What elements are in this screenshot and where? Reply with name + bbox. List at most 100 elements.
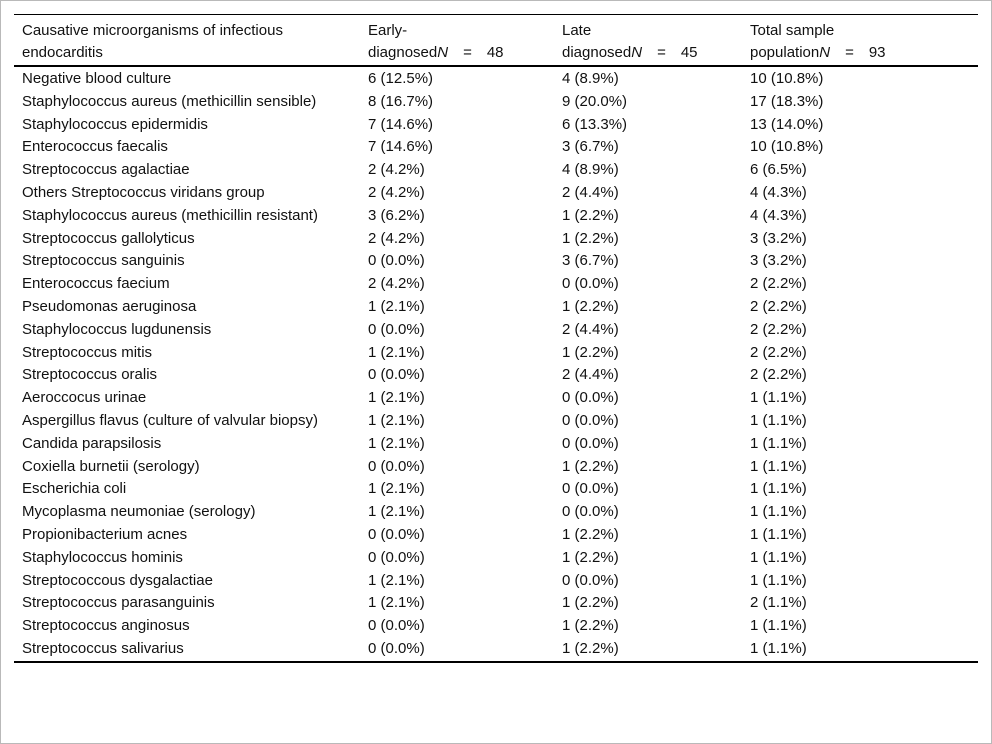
header-early-n-value: 48 [486,44,504,61]
late-diagnosed-cell: 0 (0.0%) [562,480,619,498]
table-row: Streptococcus oralis 0 (0.0%) 2 (4.4%) 2 (2… [14,364,978,387]
late-diagnosed-cell: 0 (0.0%) [562,503,619,521]
header-late-diagnosed: Late diagnosedN = 45 [562,14,750,67]
organism-cell: Staphylococcus epidermidis [22,115,208,133]
organism-cell: Streptococcus anginosus [22,617,190,635]
late-diagnosed-cell: 4 (8.9%) [562,70,619,87]
early-diagnosed-cell: 2 (4.2%) [368,161,425,179]
organism-cell: Enterococcus faecalis [22,138,168,156]
late-diagnosed-cell: 1 (2.2%) [562,343,619,361]
total-population-cell: 2 (2.2%) [750,343,807,361]
header-causative-label: Causative microorganisms of infectious e… [22,22,283,61]
table-row: Coxiella burnetii (serology) 0 (0.0%) 1 (2… [14,456,978,479]
total-population-cell: 1 (1.1%) [750,548,807,566]
late-diagnosed-cell: 2 (4.4%) [562,183,619,201]
organism-cell: Staphylococcus aureus (methicillin resis… [22,206,318,224]
total-population-cell: 2 (2.2%) [750,320,807,338]
organism-cell: Aspergillus flavus (culture of valvular … [22,411,318,429]
header-early-label: diagnosed [368,44,438,61]
early-diagnosed-cell: 7 (14.6%) [368,115,434,133]
late-diagnosed-cell: 0 (0.0%) [562,434,619,452]
late-diagnosed-cell: 9 (20.0%) [562,92,628,110]
header-late-equals: = [657,44,666,61]
late-diagnosed-cell: 0 (0.0%) [562,571,619,589]
table-row: Streptococcus sanguinis 0 (0.0%) 3 (6.7%) 3… [14,250,978,273]
late-diagnosed-cell: 0 (0.0%) [562,275,619,293]
total-population-cell: 1 (1.1%) [750,617,807,635]
early-diagnosed-cell: 1 (2.1%) [368,343,425,361]
early-diagnosed-cell: 3 (6.2%) [368,206,425,224]
early-diagnosed-cell: 1 (2.1%) [368,594,425,612]
total-population-cell: 3 (3.2%) [750,229,807,247]
total-population-cell: 4 (4.3%) [750,183,807,201]
late-diagnosed-cell: 3 (6.7%) [562,252,619,270]
organism-cell: Coxiella burnetii (serology) [22,457,200,475]
total-population-cell: 1 (1.1%) [750,411,807,429]
early-diagnosed-cell: 0 (0.0%) [368,617,425,635]
total-population-cell: 2 (2.2%) [750,275,807,293]
table-row: Candida parapsilosis 1 (2.1%) 0 (0.0%) 1 (1… [14,433,978,456]
total-population-cell: 1 (1.1%) [750,434,807,452]
late-diagnosed-cell: 1 (2.2%) [562,206,619,224]
early-diagnosed-cell: 1 (2.1%) [368,480,425,498]
organism-cell: Pseudomonas aeruginosa [22,297,197,315]
early-diagnosed-cell: 1 (2.1%) [368,389,425,407]
total-population-cell: 2 (1.1%) [750,594,807,612]
table-row: Streptococcus mitis 1 (2.1%) 1 (2.2%) 2 (2.… [14,342,978,365]
header-total-equals: = [845,44,854,61]
organism-cell: Others Streptococcus viridans group [22,183,265,201]
organism-cell: Staphylococcus lugdunensis [22,320,212,338]
late-diagnosed-cell: 1 (2.2%) [562,525,619,543]
header-late-n-value: 45 [680,44,698,61]
table-body: Negative blood culture 6 (12.5%) 4 (8.9%) 1… [14,66,978,662]
header-total-n-symbol: N [819,44,831,61]
header-causative-microorganisms: Causative microorganisms of infectious e… [14,14,368,67]
organism-cell: Mycoplasma neumoniae (serology) [22,503,256,521]
total-population-cell: 10 (10.8%) [750,138,824,156]
table-row: Others Streptococcus viridans group 2 (4.… [14,182,978,205]
organism-cell: Propionibacterium acnes [22,525,188,543]
table-row: Staphylococcus aureus (methicillin sensi… [14,91,978,114]
total-population-cell: 2 (2.2%) [750,366,807,384]
early-diagnosed-cell: 1 (2.1%) [368,411,425,429]
organism-cell: Aeroccocus urinae [22,389,147,407]
early-diagnosed-cell: 8 (16.7%) [368,92,434,110]
table-row: Staphylococcus aureus (methicillin resis… [14,205,978,228]
early-diagnosed-cell: 0 (0.0%) [368,457,425,475]
late-diagnosed-cell: 0 (0.0%) [562,411,619,429]
table-row: Escherichia coli 1 (2.1%) 0 (0.0%) 1 (1.1%) [14,478,978,501]
header-row: Causative microorganisms of infectious e… [14,14,978,67]
late-diagnosed-cell: 0 (0.0%) [562,389,619,407]
total-population-cell: 17 (18.3%) [750,92,824,110]
table-row: Aeroccocus urinae 1 (2.1%) 0 (0.0%) 1 (1.1%… [14,387,978,410]
early-diagnosed-cell: 7 (14.6%) [368,138,434,156]
organism-cell: Candida parapsilosis [22,434,162,452]
microorganisms-table: Causative microorganisms of infectious e… [14,14,978,663]
late-diagnosed-cell: 1 (2.2%) [562,594,619,612]
header-late-label: diagnosed [562,44,632,61]
late-diagnosed-cell: 1 (2.2%) [562,617,619,635]
total-population-cell: 3 (3.2%) [750,252,807,270]
organism-cell: Staphylococcus aureus (methicillin sensi… [22,92,317,110]
late-diagnosed-cell: 1 (2.2%) [562,548,619,566]
organism-cell: Negative blood culture [22,70,172,87]
table-row: Mycoplasma neumoniae (serology) 1 (2.1%) 0… [14,501,978,524]
early-diagnosed-cell: 1 (2.1%) [368,434,425,452]
header-early-diagnosed: Early- diagnosedN = 48 [368,14,562,67]
table-row: Streptococcus agalactiae 2 (4.2%) 4 (8.9%)… [14,159,978,182]
organism-cell: Enterococcus faecium [22,275,170,293]
table-row: Streptococcus salivarius 0 (0.0%) 1 (2.2%)… [14,638,978,662]
table-row: Staphylococcus epidermidis 7 (14.6%) 6 (13… [14,114,978,137]
late-diagnosed-cell: 1 (2.2%) [562,229,619,247]
early-diagnosed-cell: 6 (12.5%) [368,70,434,87]
total-population-cell: 1 (1.1%) [750,525,807,543]
organism-cell: Streptococcus gallolyticus [22,229,195,247]
total-population-cell: 1 (1.1%) [750,503,807,521]
late-diagnosed-cell: 1 (2.2%) [562,457,619,475]
header-late-n-symbol: N [631,44,643,61]
early-diagnosed-cell: 2 (4.2%) [368,275,425,293]
organism-cell: Streptococcous dysgalactiae [22,571,213,589]
early-diagnosed-cell: 1 (2.1%) [368,297,425,315]
organism-cell: Streptococcus mitis [22,343,153,361]
total-population-cell: 1 (1.1%) [750,571,807,589]
